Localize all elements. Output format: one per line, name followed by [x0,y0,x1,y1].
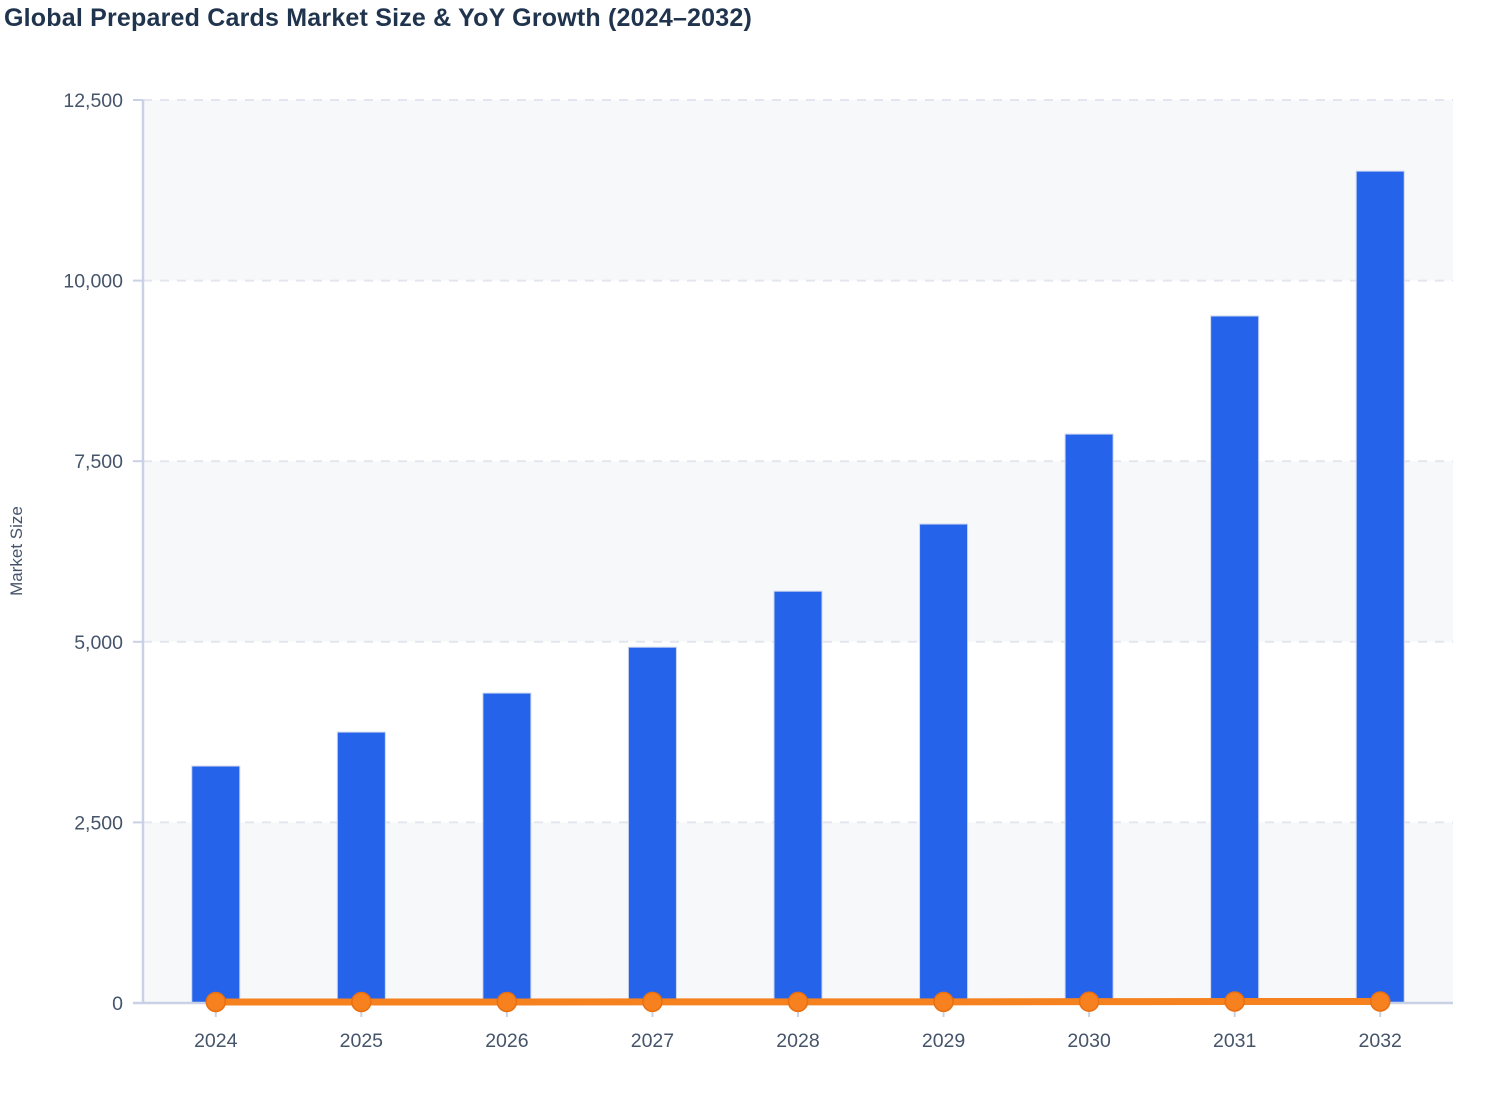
line-series [205,991,1391,1013]
line-marker [642,991,663,1013]
y-tick-label: 10,000 [63,271,123,293]
bar [627,646,677,1004]
y-tick-label: 7,500 [74,451,123,473]
chart-title: Global Prepared Cards Market Size & YoY … [4,4,753,32]
x-tick-label: 2028 [776,1030,819,1052]
axis-tick-labels: 0 2,500 5,000 7,500 10,000 12,500 2024 2025 2026… [63,90,1402,1052]
bar [482,692,532,1004]
y-axis-title: Market Size [7,506,26,596]
bar [1355,170,1405,1004]
y-tick-label: 5,000 [74,632,123,654]
bar-series [191,170,1405,1004]
y-tick-label: 0 [112,993,123,1015]
line-marker [496,991,518,1013]
x-tick-label: 2027 [631,1030,674,1052]
line-marker [351,991,372,1013]
bar [919,523,969,1004]
bar [336,731,386,1004]
x-tick-label: 2026 [485,1030,528,1052]
y-tick-label: 2,500 [74,812,123,834]
line-marker [1224,991,1245,1012]
bar [773,590,823,1004]
x-tick-label: 2029 [922,1030,965,1052]
bar [1064,433,1114,1004]
line-marker [1369,991,1391,1012]
x-tick-label: 2024 [194,1030,238,1052]
line-marker [1078,991,1100,1012]
bar [1210,315,1260,1004]
y-tick-label: 12,500 [63,90,123,112]
bar [191,765,241,1004]
line-marker [933,991,954,1013]
plot-band [143,100,1453,281]
x-tick-label: 2025 [340,1030,384,1052]
line-marker [787,991,809,1013]
line-marker [205,991,227,1013]
x-tick-label: 2030 [1067,1030,1111,1052]
x-tick-label: 2032 [1359,1030,1402,1052]
x-tick-label: 2031 [1213,1030,1256,1052]
